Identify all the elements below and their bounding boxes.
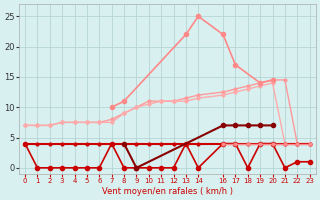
X-axis label: Vent moyen/en rafales ( km/h ): Vent moyen/en rafales ( km/h ) xyxy=(102,187,233,196)
